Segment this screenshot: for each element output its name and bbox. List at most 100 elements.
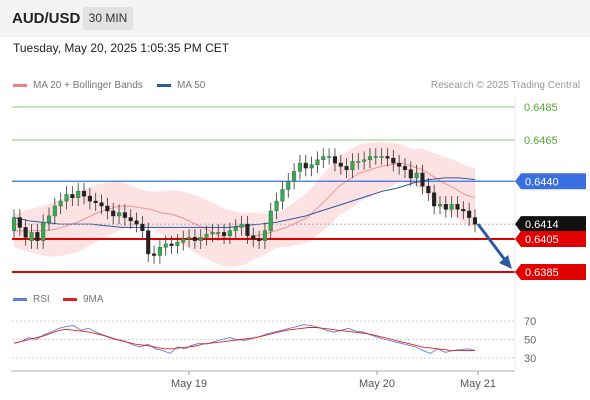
candle <box>461 201 466 220</box>
candle-body <box>373 156 378 158</box>
candle-body <box>292 171 297 182</box>
legend-9ma-label: 9MA <box>83 294 104 305</box>
candle-body <box>245 223 250 236</box>
candle-body <box>93 200 98 203</box>
candle <box>373 148 378 165</box>
level-tag-0.6405 <box>515 231 586 247</box>
candle-body <box>216 232 221 234</box>
candle-body <box>222 232 227 236</box>
rsi-line <box>13 324 476 354</box>
candle <box>472 209 478 233</box>
candle <box>152 245 157 264</box>
candle <box>105 197 110 220</box>
candle-body <box>391 157 396 164</box>
rsi-tick-label: 70 <box>524 316 536 328</box>
candle-body <box>315 159 320 166</box>
level-tag-0.6414 <box>515 216 586 233</box>
candle <box>93 192 98 211</box>
candle <box>391 149 396 172</box>
rsi-tick-label: 50 <box>524 335 536 347</box>
candle <box>350 153 355 178</box>
candle <box>367 148 373 169</box>
candle-body <box>350 161 355 170</box>
candle <box>52 197 57 225</box>
candle-body <box>362 159 367 162</box>
candle-body <box>134 220 139 225</box>
candle-body <box>437 204 443 207</box>
candle-body <box>58 200 63 207</box>
candle <box>134 212 139 233</box>
candle <box>315 151 320 173</box>
candle <box>181 230 186 251</box>
candle <box>58 192 63 215</box>
candle-body <box>70 194 75 198</box>
candle-body <box>385 156 390 159</box>
candle-body <box>239 223 244 228</box>
candle-body <box>11 217 17 232</box>
candle-body <box>163 243 168 248</box>
candle <box>467 202 472 226</box>
candle-body <box>81 190 87 197</box>
candle-body <box>297 162 302 172</box>
candle-body <box>443 204 448 210</box>
candle <box>23 219 28 246</box>
x-tick-label: May 21 <box>460 378 496 390</box>
candle <box>169 235 174 254</box>
candle-body <box>23 227 28 238</box>
level-label-0.6485: 0.6485 <box>524 102 558 114</box>
candle <box>297 154 302 180</box>
candle <box>443 196 448 218</box>
candle <box>449 196 454 218</box>
candle-body <box>157 247 162 256</box>
candle <box>379 148 384 165</box>
candle-body <box>332 156 337 164</box>
candle-body <box>461 209 466 212</box>
candle-body <box>87 195 92 202</box>
candle-body <box>99 202 104 207</box>
candle <box>414 164 419 187</box>
candle-body <box>175 242 180 246</box>
candle-body <box>204 233 209 238</box>
candle <box>362 151 367 170</box>
candle <box>268 202 273 239</box>
candle-body <box>146 230 151 255</box>
candle <box>204 225 209 246</box>
candle <box>87 187 92 210</box>
candle-body <box>397 162 402 167</box>
candle <box>11 209 17 239</box>
timeframe-badge[interactable]: 30 MIN <box>83 7 133 30</box>
candle-body <box>449 204 454 210</box>
candle-body <box>257 238 262 241</box>
candle <box>157 239 162 264</box>
level-label-0.6385: 0.6385 <box>525 267 559 279</box>
candle-body <box>379 156 384 158</box>
candle <box>327 148 332 165</box>
ma20-swatch <box>13 83 27 87</box>
level-tag-0.6440 <box>515 173 586 190</box>
candle <box>192 229 197 249</box>
candle <box>303 154 308 177</box>
candle-body <box>152 253 157 256</box>
legend-rsi-label: RSI <box>33 294 50 305</box>
credit-text: Research © 2025 Trading Central <box>430 80 580 91</box>
candle <box>280 181 285 210</box>
legend-ma50-label: MA 50 <box>177 80 206 91</box>
candle-body <box>35 232 40 241</box>
candle <box>227 222 232 244</box>
level-tag-0.6385 <box>515 264 586 280</box>
candle <box>251 227 256 248</box>
candle <box>99 194 104 215</box>
legend-ma50: MA 50 <box>157 80 205 91</box>
x-tick-label: May 19 <box>171 378 207 390</box>
candle-body <box>111 210 116 217</box>
candle <box>128 209 133 230</box>
ma50-line <box>13 177 476 228</box>
candle-body <box>356 161 361 163</box>
candle-body <box>105 205 110 212</box>
candle-body <box>467 210 472 218</box>
candle <box>140 215 145 239</box>
candle <box>210 224 215 243</box>
candle-body <box>280 189 285 202</box>
candle-body <box>29 232 34 241</box>
